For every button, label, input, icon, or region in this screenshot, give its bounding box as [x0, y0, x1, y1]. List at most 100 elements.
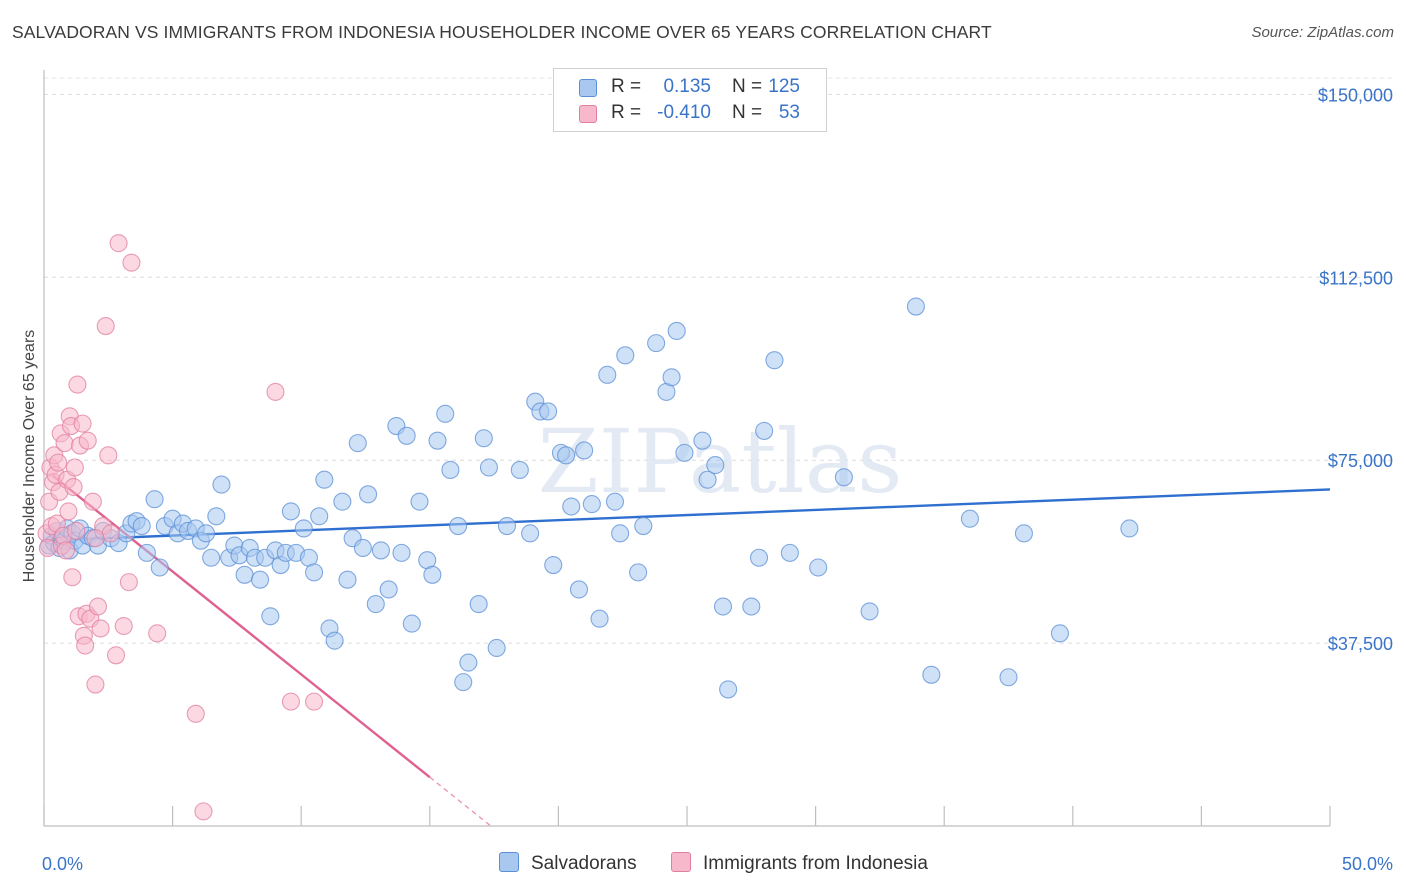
- indonesia-point: [122, 253, 141, 272]
- salvadoran-point: [338, 570, 357, 589]
- salvadoran-point: [353, 538, 372, 558]
- salvadoran-point: [922, 665, 941, 684]
- salvadoran-point: [629, 563, 648, 582]
- y-tick-label: $75,000: [1328, 451, 1393, 471]
- indonesia-point: [76, 636, 95, 655]
- legend-r-value: -0.410: [657, 102, 711, 123]
- salvadoran-point: [1014, 524, 1033, 543]
- salvadoran-point: [834, 468, 853, 487]
- indonesia-point: [194, 802, 213, 821]
- salvadoran-point: [662, 368, 681, 387]
- salvadoran-point: [294, 519, 313, 538]
- salvadoran-point: [359, 485, 378, 504]
- stats-legend: R = 0.135 N = 125 R = -0.410 N = 53: [553, 68, 827, 132]
- salvadoran-point: [582, 495, 601, 514]
- salvadoran-point: [423, 565, 442, 584]
- salvadoran-point: [693, 431, 712, 450]
- x-tick-labels: 0.0% 50.0%: [42, 854, 1393, 874]
- salvadoran-point: [809, 558, 828, 577]
- salvadoran-point: [479, 458, 499, 477]
- indonesia-point: [49, 453, 68, 472]
- salvadoran-point: [250, 570, 270, 589]
- salvadoran-point: [454, 673, 473, 692]
- axes: [43, 70, 1331, 827]
- indonesia-point: [86, 529, 105, 548]
- indonesia-point: [305, 692, 324, 711]
- bottom-legend-salvadorans: Salvadorans: [499, 852, 637, 875]
- salvadoran-point: [999, 668, 1018, 687]
- salvadoran-point: [497, 516, 517, 536]
- indonesia-point: [63, 568, 82, 587]
- salvadoran-point: [207, 507, 226, 526]
- legend-n-label: N =: [732, 102, 763, 123]
- indonesia-point: [281, 692, 300, 711]
- salvadoran-point: [392, 543, 411, 562]
- salvadoran-point: [1120, 519, 1139, 538]
- salvadoran-point: [510, 460, 529, 479]
- indonesia-point: [78, 431, 97, 450]
- indonesia-point: [119, 573, 138, 592]
- salvadoran-point: [212, 475, 231, 494]
- legend-n-label: N =: [732, 76, 763, 97]
- indonesia-point: [88, 597, 108, 616]
- indonesia-point: [68, 375, 87, 394]
- indonesia-point: [96, 317, 115, 336]
- salvadoran-point: [755, 421, 774, 440]
- salvadoran-point: [634, 516, 653, 536]
- legend-r-label: R =: [611, 76, 642, 97]
- salvadoran-point: [428, 431, 447, 450]
- salvadoran-point: [325, 631, 344, 650]
- salvadoran-point: [1050, 624, 1069, 643]
- indonesia-point: [109, 234, 128, 253]
- salvadoran-point: [333, 492, 352, 511]
- y-tick-label: $112,500: [1319, 268, 1393, 288]
- y-tick-label: $37,500: [1328, 634, 1393, 654]
- salvadoran-point: [310, 507, 329, 526]
- salvadoran-point: [474, 429, 493, 448]
- salvadoran-point: [150, 558, 169, 577]
- y-tick-labels: $37,500 $75,000 $112,500 $150,000: [1318, 85, 1393, 654]
- indonesia-point: [59, 502, 78, 521]
- salvadoran-point: [675, 443, 694, 462]
- salvadoran-point: [647, 334, 666, 353]
- salvadoran-point: [521, 524, 540, 543]
- salvadoran-point: [145, 490, 164, 509]
- legend-swatch-indonesia: [579, 105, 597, 123]
- salvadoran-point: [575, 441, 594, 460]
- salvadoran-point: [598, 365, 617, 384]
- indonesia-point: [266, 382, 285, 401]
- salvadoran-point: [469, 595, 488, 614]
- indonesia-point: [83, 492, 102, 511]
- indonesia-point: [64, 477, 83, 497]
- indonesia-point: [114, 616, 133, 636]
- salvadoran-point: [449, 516, 468, 536]
- legend-row-indonesia: R = -0.410 N = 53: [554, 101, 826, 127]
- y-tick-label: $150,000: [1318, 85, 1393, 105]
- legend-n-value: 53: [778, 102, 800, 123]
- legend-row-salvadorans: R = 0.135 N = 125: [554, 75, 826, 101]
- indonesia-point: [91, 619, 110, 638]
- x-tick-label: 50.0%: [1342, 854, 1393, 874]
- salvadoran-point: [616, 346, 635, 365]
- salvadoran-point: [305, 563, 324, 582]
- indonesia-trend-extension: [429, 776, 492, 827]
- indonesia-point: [99, 446, 118, 465]
- salvadoran-point: [402, 614, 421, 633]
- salvadoran-point: [459, 653, 478, 672]
- y-axis-title: Householder Income Over 65 years: [21, 330, 38, 583]
- x-tick-label: 0.0%: [42, 854, 83, 874]
- salvadoran-point: [539, 402, 558, 421]
- salvadoran-point: [202, 548, 221, 567]
- salvadoran-point: [742, 597, 761, 616]
- indonesia-point: [65, 458, 84, 477]
- indonesia-point: [148, 624, 167, 643]
- salvadoran-point: [611, 524, 630, 543]
- bottom-legend-label: Immigrants from Indonesia: [703, 853, 928, 874]
- salvadoran-point: [719, 680, 738, 699]
- salvadoran-trend-line: [43, 488, 1331, 542]
- salvadoran-point: [860, 602, 879, 621]
- salvadoran-point: [749, 548, 769, 567]
- indonesia-point: [56, 541, 75, 560]
- salvadoran-point: [366, 595, 385, 614]
- salvadoran-point: [698, 470, 717, 489]
